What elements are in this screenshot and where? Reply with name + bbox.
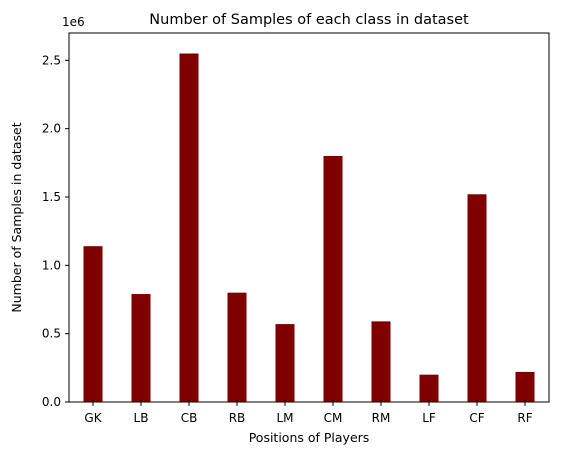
x-tick-label: RM <box>372 411 391 425</box>
bars-group <box>83 53 535 402</box>
x-tick-label: LB <box>134 411 149 425</box>
chart-title: Number of Samples of each class in datas… <box>149 12 469 28</box>
bar-cm <box>323 156 343 402</box>
y-tick-label: 1.0 <box>42 258 61 272</box>
y-axis-ticks: 0.0 0.5 1.0 1.5 2.0 2.5 <box>42 53 69 409</box>
x-tick-label: LF <box>422 411 436 425</box>
x-tick-label: CF <box>469 411 484 425</box>
bar-cb <box>179 53 199 402</box>
y-tick-label: 0.5 <box>42 327 61 341</box>
bar-rf <box>515 371 535 402</box>
y-axis-offset-label: 1e6 <box>62 15 85 29</box>
plot-area-frame <box>68 32 550 403</box>
x-tick-label: RB <box>229 411 246 425</box>
x-tick-label: CM <box>324 411 343 425</box>
y-tick-label: 0.0 <box>42 395 61 409</box>
y-tick-label: 2.0 <box>42 122 61 136</box>
y-tick-label: 1.5 <box>42 190 61 204</box>
x-axis-label: Positions of Players <box>249 430 370 445</box>
bar-rm <box>371 321 391 402</box>
y-axis-label: Number of Samples in dataset <box>9 122 24 312</box>
x-tick-label: LM <box>276 411 293 425</box>
y-tick-label: 2.5 <box>42 53 61 67</box>
bar-lf <box>419 374 439 402</box>
x-tick-label: GK <box>84 411 102 425</box>
x-tick-label: RF <box>517 411 532 425</box>
bar-cf <box>467 194 487 402</box>
x-tick-label: CB <box>181 411 198 425</box>
x-axis-ticks: GK LB CB RB LM CM RM LF CF RF <box>84 402 533 425</box>
bar-lb <box>131 294 151 402</box>
bar-gk <box>83 246 103 402</box>
bar-lm <box>275 324 295 402</box>
bar-rb <box>227 292 247 402</box>
